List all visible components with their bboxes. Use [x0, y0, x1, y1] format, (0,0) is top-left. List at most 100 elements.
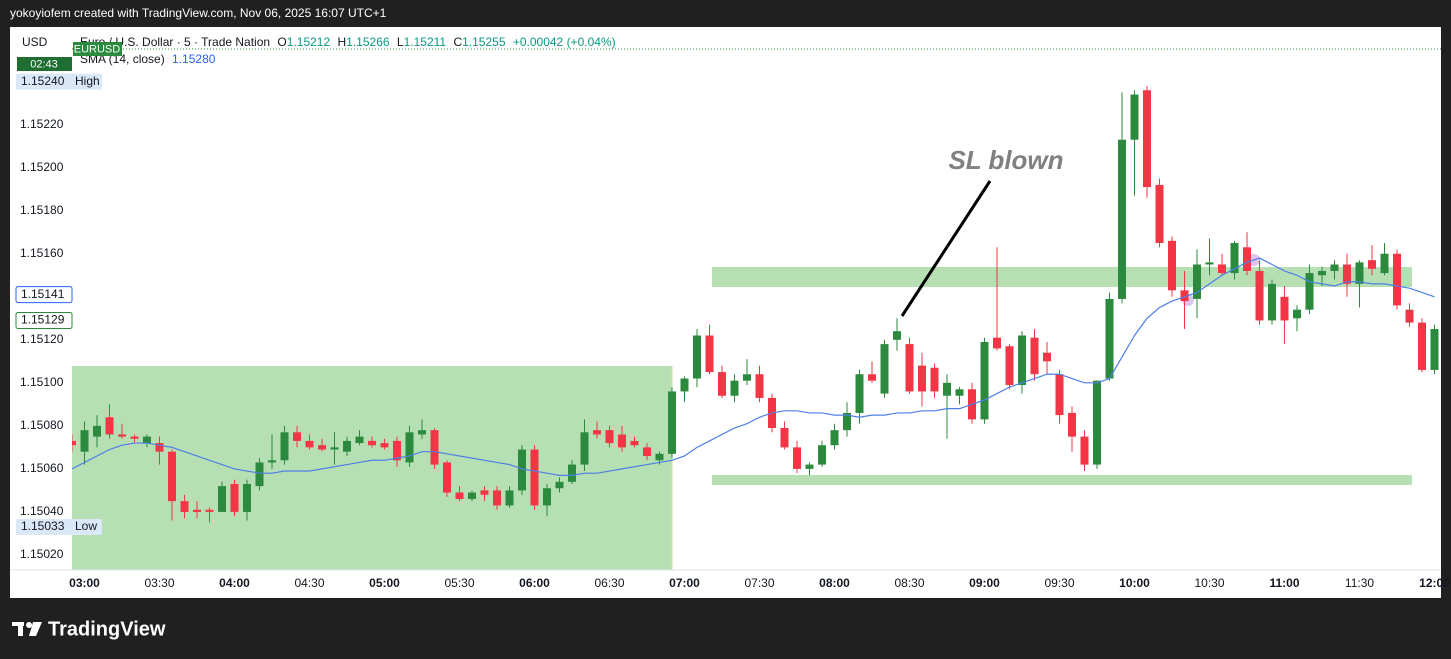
candle-body — [393, 440, 401, 461]
currency: USD — [22, 35, 48, 49]
x-tick-label: 08:30 — [894, 576, 924, 590]
annotation-arrow — [900, 180, 992, 317]
candle-body — [780, 428, 789, 448]
price-label-box — [16, 518, 102, 535]
candle-body — [1355, 262, 1364, 284]
ohlc-key: O — [277, 35, 286, 49]
candle-body — [243, 483, 251, 512]
ohlc-value: 1.15266 — [346, 35, 390, 49]
x-tick-label: 06:00 — [519, 576, 550, 590]
ohlc-value: 1.15212 — [287, 35, 331, 49]
symbol-tag-box — [73, 42, 122, 56]
candle-body — [730, 380, 739, 396]
candle-body — [1318, 270, 1326, 276]
candle-body — [1305, 273, 1314, 310]
candle-body — [818, 445, 826, 465]
candle-body — [480, 490, 489, 495]
x-tick-label: 11:30 — [1345, 576, 1374, 590]
candle-body — [180, 501, 189, 512]
candle-body — [293, 432, 301, 441]
price-label-text: High — [75, 74, 100, 88]
candle-body — [1180, 290, 1189, 302]
candle-body — [118, 434, 126, 437]
candle-body — [305, 440, 314, 448]
y-tick-label: 1.15040 — [20, 504, 64, 518]
y-tick-label: 1.15220 — [20, 117, 64, 131]
candle-body — [1243, 247, 1251, 271]
candle-body — [593, 430, 601, 435]
candle-body — [543, 488, 551, 506]
candle-body — [493, 490, 501, 506]
y-tick-label: 1.15080 — [20, 418, 64, 432]
candle-body — [1018, 335, 1026, 385]
y-tick-label: 1.15180 — [20, 203, 64, 217]
ohlc-key: C — [453, 35, 462, 49]
candle-body — [943, 382, 951, 396]
candle-body — [343, 440, 351, 452]
candle-body — [568, 464, 576, 482]
candle-body — [1330, 264, 1339, 271]
candle-body — [1155, 184, 1164, 243]
price-label-text: Low — [75, 519, 97, 533]
candle-body — [1193, 264, 1201, 299]
candle-body — [1130, 94, 1139, 140]
candle-body — [155, 443, 164, 452]
candle-body — [868, 374, 876, 381]
x-tick-label: 06:30 — [594, 576, 624, 590]
candle-body — [218, 486, 226, 512]
candle-body — [405, 432, 414, 463]
price-label: 1.15033 — [21, 519, 65, 533]
symbol: Euro / U.S. Dollar · 5 · Trade Nation — [80, 35, 270, 49]
candle-body — [580, 432, 589, 465]
candle-body — [1043, 352, 1051, 362]
zone — [72, 366, 672, 570]
candle-body — [1430, 329, 1439, 370]
candle-body — [530, 449, 539, 506]
candle-body — [1093, 380, 1101, 465]
x-tick-label: 08:00 — [819, 576, 850, 590]
candle-body — [230, 483, 239, 512]
candle-body — [905, 344, 914, 392]
x-tick-label: 09:00 — [969, 576, 1000, 590]
brand-logo — [12, 622, 42, 636]
sma-line — [72, 257, 1435, 476]
credit: yokoyiofem created with TradingView.com,… — [10, 6, 387, 20]
candle-body — [880, 344, 889, 394]
logo-part — [18, 622, 23, 636]
candle-body — [330, 447, 339, 450]
candle-body — [430, 430, 439, 465]
x-tick-label: 04:00 — [219, 576, 250, 590]
candle-body — [93, 425, 101, 437]
x-tick-label: 07:30 — [744, 576, 774, 590]
candle-body — [455, 492, 464, 500]
candle-body — [705, 335, 714, 373]
candle-body — [518, 449, 526, 491]
candle-body — [830, 430, 839, 446]
symbol-tag: EURUSD — [74, 43, 121, 55]
countdown: 02:43 — [30, 58, 58, 70]
candle-body — [380, 443, 389, 448]
candle-body — [630, 440, 639, 446]
candle-body — [718, 372, 726, 396]
price-label: 1.15129 — [21, 313, 65, 327]
candle-body — [1068, 412, 1076, 437]
candle-body — [368, 440, 376, 446]
candle-body — [1055, 374, 1064, 416]
x-tick-label: 07:00 — [669, 576, 700, 590]
candle-body — [505, 490, 514, 506]
candle-body — [1218, 264, 1226, 274]
candle-body — [1255, 270, 1264, 321]
x-tick-label: 03:30 — [144, 576, 174, 590]
candle-body — [668, 391, 676, 454]
x-tick-label: 10:00 — [1119, 576, 1150, 590]
candle-body — [72, 440, 76, 446]
candle-body — [1418, 322, 1426, 370]
x-tick-label: 03:00 — [69, 576, 100, 590]
candle-body — [1005, 346, 1014, 385]
price-label-box — [15, 286, 73, 304]
candle-body — [418, 430, 426, 435]
plot — [72, 85, 1439, 523]
logo-part — [29, 622, 42, 636]
x-tick-label: 12:00 — [1419, 576, 1450, 590]
